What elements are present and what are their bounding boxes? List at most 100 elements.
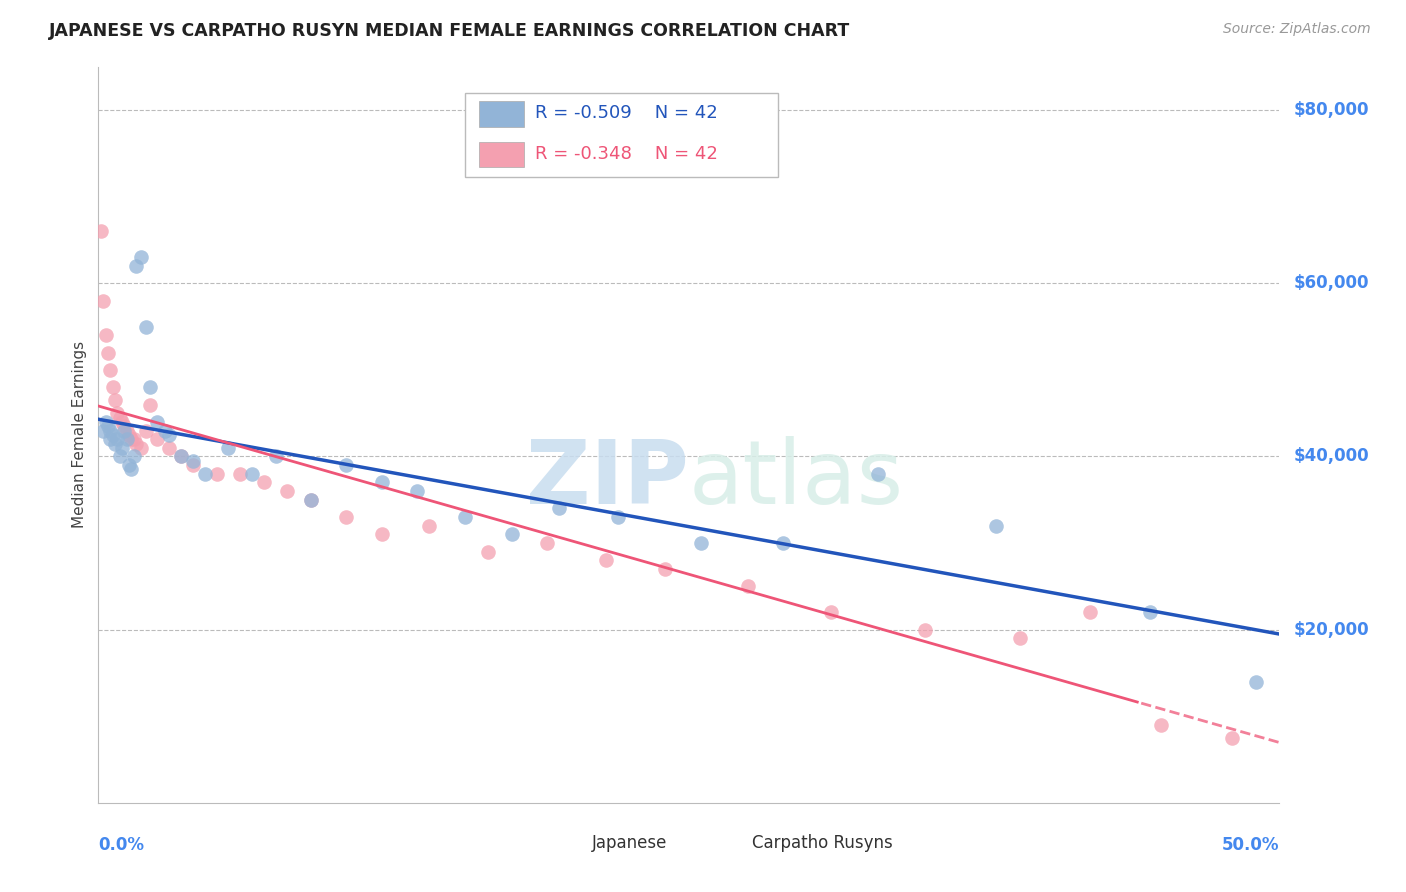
Text: Japanese: Japanese: [592, 834, 668, 852]
Point: [264, 450, 287, 464]
Point: [146, 432, 169, 446]
Point: [194, 467, 217, 481]
Point: [170, 450, 193, 464]
Point: [121, 462, 143, 476]
Text: Carpatho Rusyns: Carpatho Rusyns: [752, 834, 893, 852]
Point: [914, 623, 936, 637]
Point: [371, 475, 394, 490]
Point: [654, 562, 676, 576]
Point: [205, 467, 228, 481]
Point: [866, 467, 889, 481]
Point: [139, 380, 162, 394]
Point: [153, 424, 176, 438]
Text: $60,000: $60,000: [1294, 275, 1369, 293]
FancyBboxPatch shape: [478, 142, 523, 167]
Point: [121, 432, 143, 446]
Point: [91, 424, 114, 438]
Point: [101, 380, 124, 394]
Point: [820, 605, 842, 619]
FancyBboxPatch shape: [464, 93, 778, 178]
Point: [122, 450, 145, 464]
Point: [1080, 605, 1102, 619]
Point: [97, 419, 120, 434]
Point: [94, 415, 117, 429]
FancyBboxPatch shape: [565, 836, 589, 852]
Point: [118, 458, 141, 472]
Point: [112, 424, 135, 438]
Point: [139, 398, 162, 412]
Point: [104, 436, 127, 450]
Point: [112, 419, 135, 434]
Point: [240, 467, 263, 481]
Point: [299, 492, 322, 507]
FancyBboxPatch shape: [478, 102, 523, 127]
Point: [276, 484, 298, 499]
Point: [105, 432, 128, 446]
Point: [181, 454, 204, 468]
Point: [122, 432, 145, 446]
Text: 50.0%: 50.0%: [1222, 836, 1279, 854]
Point: [111, 441, 134, 455]
Point: [129, 251, 152, 265]
Point: [335, 458, 357, 472]
Text: Source: ZipAtlas.com: Source: ZipAtlas.com: [1223, 22, 1371, 37]
Point: [772, 536, 794, 550]
Point: [157, 441, 180, 455]
Point: [111, 415, 134, 429]
Point: [1008, 632, 1031, 646]
Point: [548, 501, 571, 516]
Point: [607, 510, 630, 524]
Point: [108, 450, 131, 464]
Point: [217, 441, 239, 455]
Point: [737, 579, 759, 593]
Y-axis label: Median Female Earnings: Median Female Earnings: [72, 342, 87, 528]
Point: [181, 458, 204, 472]
Text: R = -0.509    N = 42: R = -0.509 N = 42: [536, 104, 718, 122]
Text: $20,000: $20,000: [1294, 621, 1369, 639]
Point: [91, 293, 114, 308]
Point: [1244, 674, 1267, 689]
Point: [595, 553, 617, 567]
Point: [335, 510, 357, 524]
Point: [299, 492, 322, 507]
Point: [253, 475, 276, 490]
Text: 0.0%: 0.0%: [98, 836, 145, 854]
Point: [135, 424, 157, 438]
Text: $80,000: $80,000: [1294, 101, 1369, 120]
Point: [406, 484, 429, 499]
Point: [371, 527, 394, 541]
Point: [501, 527, 523, 541]
Point: [1150, 718, 1173, 732]
FancyBboxPatch shape: [724, 836, 748, 852]
Point: [536, 536, 558, 550]
Point: [170, 450, 193, 464]
Point: [108, 410, 131, 425]
Point: [101, 427, 124, 442]
Text: R = -0.348    N = 42: R = -0.348 N = 42: [536, 145, 718, 162]
Point: [984, 518, 1007, 533]
Text: $40,000: $40,000: [1294, 448, 1369, 466]
Point: [129, 441, 152, 455]
Point: [98, 424, 121, 438]
Point: [98, 432, 121, 446]
Point: [146, 415, 169, 429]
Point: [157, 427, 180, 442]
Point: [115, 432, 138, 446]
Point: [477, 545, 499, 559]
Point: [1220, 731, 1243, 745]
Text: ZIP: ZIP: [526, 435, 689, 523]
Point: [229, 467, 252, 481]
Text: atlas: atlas: [689, 435, 904, 523]
Point: [125, 436, 148, 450]
Point: [689, 536, 711, 550]
Point: [105, 406, 128, 420]
Point: [104, 393, 127, 408]
Point: [453, 510, 475, 524]
Point: [1139, 605, 1161, 619]
Point: [90, 224, 112, 238]
Point: [135, 319, 157, 334]
Text: JAPANESE VS CARPATHO RUSYN MEDIAN FEMALE EARNINGS CORRELATION CHART: JAPANESE VS CARPATHO RUSYN MEDIAN FEMALE…: [49, 22, 851, 40]
Point: [118, 427, 141, 442]
Point: [97, 345, 120, 359]
Point: [125, 259, 148, 273]
